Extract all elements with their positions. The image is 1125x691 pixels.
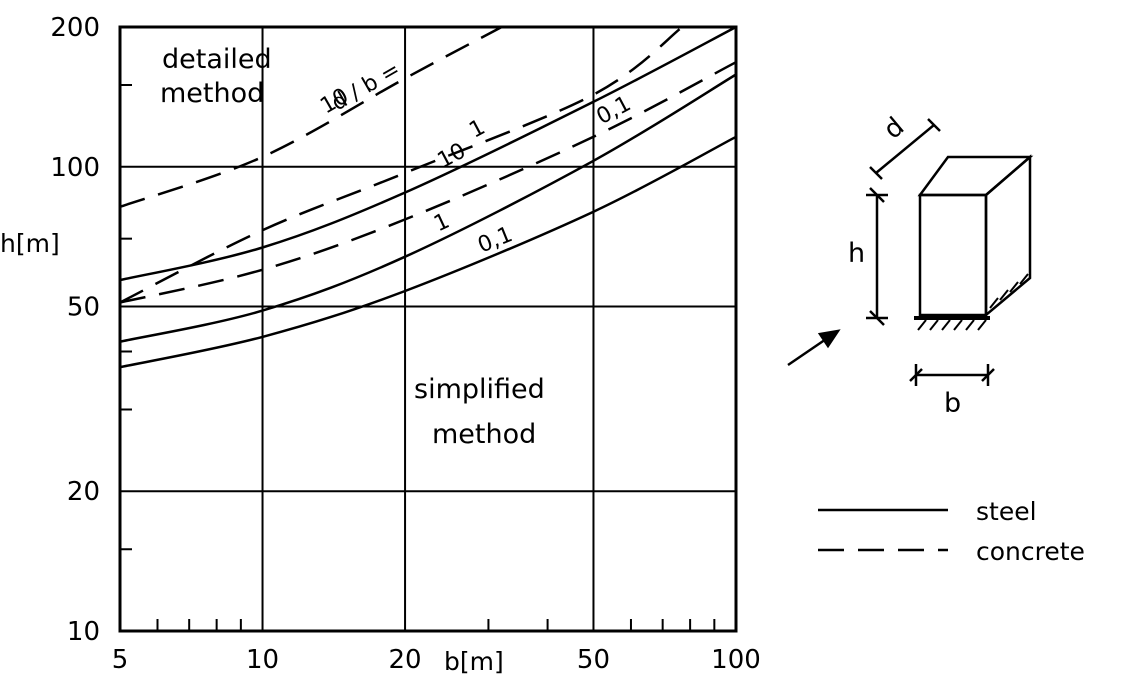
curve-steel-0-1 (119, 135, 737, 369)
tick-labels: 5 10 20 50 100 10 20 50 100 200 (50, 13, 760, 675)
curves (119, 25, 737, 369)
minor-ticks (120, 84, 716, 631)
curve-concrete-10 (119, 25, 503, 208)
legend: steel concrete (818, 497, 1085, 566)
legend-steel-label: steel (976, 497, 1037, 526)
curve-concrete-1 (119, 26, 684, 304)
diagram-b-label: b (944, 388, 961, 419)
y-axis-label: h[m] (0, 229, 60, 258)
x-tick-label-50: 50 (577, 645, 610, 675)
y-tick-label-200: 200 (50, 13, 100, 43)
detailed-method-label-line1: detailed (162, 44, 272, 75)
simplified-method-label-line2: method (432, 419, 536, 450)
curve-label-steel-10: 10 (434, 139, 470, 174)
simplified-method-label-line1: simplified (414, 374, 545, 405)
legend-concrete-label: concrete (976, 537, 1085, 566)
x-tick-label-5: 5 (112, 645, 129, 675)
curve-label-steel-1: 1 (430, 209, 453, 238)
plot-frame (118, 25, 738, 633)
y-tick-label-100: 100 (50, 153, 100, 183)
building-front-face (918, 193, 988, 317)
x-tick-label-100: 100 (711, 645, 761, 675)
x-axis-label: b[m] (444, 647, 504, 676)
building-diagram (787, 118, 1034, 386)
d-dimension-line (875, 124, 935, 174)
x-tick-label-10: 10 (246, 645, 279, 675)
building-top-face (917, 155, 1034, 197)
detailed-method-label-line2: method (160, 78, 264, 109)
x-tick-label-20: 20 (389, 645, 422, 675)
building-side-face (984, 154, 1032, 318)
grid (120, 27, 736, 631)
curve-steel-10 (119, 25, 737, 282)
y-tick-label-50: 50 (67, 293, 100, 323)
y-tick-label-20: 20 (67, 477, 100, 507)
curve-label-concrete-1: 1 (465, 115, 489, 144)
diagram-h-label: h (848, 238, 865, 269)
diagram-d-label: d (878, 112, 910, 146)
y-tick-label-10: 10 (67, 617, 100, 647)
curve-label-steel-0-1: 0,1 (474, 222, 516, 258)
ground-hatching (917, 273, 1029, 331)
curve-concrete-0-1 (119, 61, 737, 304)
curve-steel-1 (119, 73, 737, 343)
wind-arrow-head (817, 329, 841, 349)
curve-label-concrete-0-1: 0,1 (593, 91, 636, 130)
